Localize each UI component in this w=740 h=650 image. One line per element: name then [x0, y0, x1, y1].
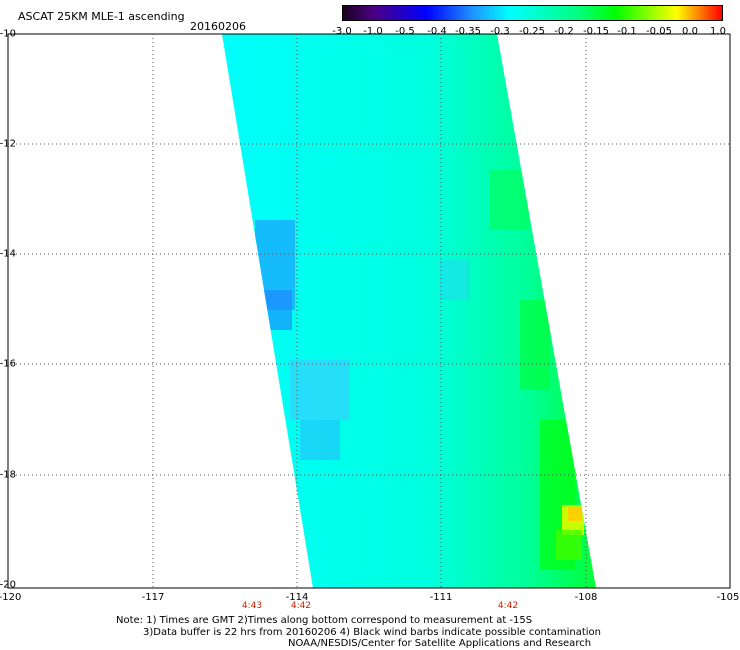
colorbar-label: -0.25 — [519, 26, 545, 37]
lon-gridlines — [152, 34, 587, 588]
time-label: 4:43 — [241, 601, 263, 611]
y-tick-label: -20 — [0, 579, 16, 591]
y-tick-label: -12 — [0, 138, 16, 150]
colorbar — [342, 5, 723, 21]
x-tick-label: -117 — [141, 592, 165, 603]
map-frame — [7, 33, 731, 589]
colorbar-label: -0.15 — [583, 26, 609, 37]
colorbar-label: -0.35 — [455, 26, 481, 37]
note-line-2: 3)Data buffer is 22 hrs from 20160206 4)… — [143, 627, 601, 638]
x-tick-label: -120 — [0, 592, 22, 603]
colorbar-label: -0.3 — [490, 26, 510, 37]
note-line-3: NOAA/NESDIS/Center for Satellite Applica… — [288, 638, 592, 649]
y-tick-label: -18 — [0, 469, 16, 481]
y-tick-label: -14 — [0, 248, 16, 260]
colorbar-label: -0.5 — [395, 26, 415, 37]
lat-gridlines — [8, 143, 730, 476]
colorbar-label: -0.05 — [646, 26, 672, 37]
time-label: 4:42 — [290, 601, 312, 611]
colorbar-label: -0.4 — [427, 26, 447, 37]
x-tick-label: -108 — [574, 592, 598, 603]
colorbar-label: -0.1 — [617, 26, 637, 37]
x-tick-label: -111 — [429, 592, 453, 603]
colorbar-label: -1.0 — [363, 26, 383, 37]
plot-date: 20160206 — [190, 20, 246, 33]
colorbar-label: 0.0 — [682, 26, 698, 37]
y-tick-label: -16 — [0, 358, 16, 370]
plot-title: ASCAT 25KM MLE-1 ascending — [18, 10, 185, 23]
y-tick-label: -10 — [0, 28, 16, 40]
colorbar-label: -0.2 — [554, 26, 574, 37]
colorbar-label: -3.0 — [332, 26, 352, 37]
colorbar-label: 1.0 — [710, 26, 726, 37]
wind-swath — [222, 34, 596, 588]
time-label: 4:42 — [497, 601, 519, 611]
x-tick-label: -105 — [716, 592, 740, 603]
note-line-1: Note: 1) Times are GMT 2)Times along bot… — [116, 615, 533, 626]
x-tick-label: -114 — [285, 592, 309, 603]
